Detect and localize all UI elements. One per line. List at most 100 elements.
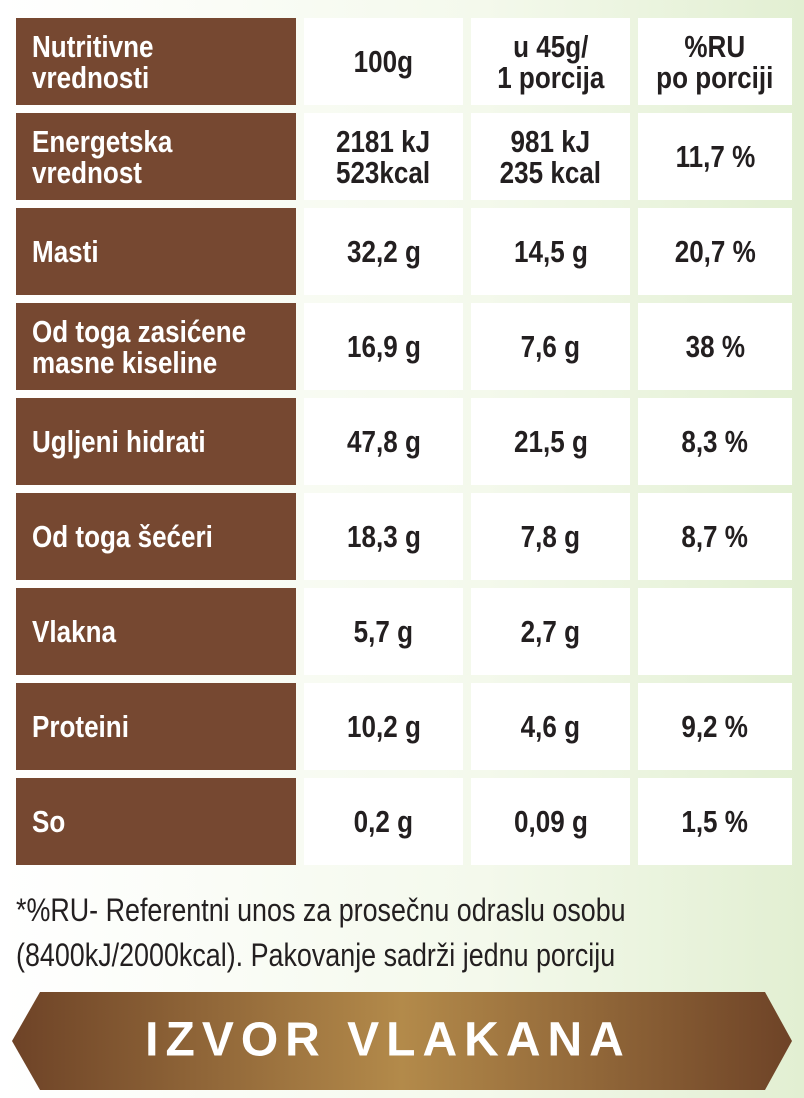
table-cell: 38 % [638,303,792,390]
banner-text: IZVOR VLAKANA [145,1014,631,1067]
cell-line: 1,5 % [681,804,749,839]
cell-line: vrednost [32,154,142,190]
table-cell: 8,3 % [638,398,792,485]
cell-text: 100g [354,46,413,77]
table-cell: Ugljeni hidrati [16,398,296,485]
cell-text: Masti [32,236,99,267]
table-cell: 8,7 % [638,493,792,580]
table-cell: 0,2 g [304,778,463,865]
cell-line: 32,2 g [346,234,421,269]
cell-line: 18,3 g [346,519,421,554]
cell-text: Proteini [32,711,129,742]
table-cell: Vlakna [16,588,296,675]
cell-line: 20,7 % [674,234,756,269]
table-cell: Od toga šećeri [16,493,296,580]
nutrition-table: Nutritivne vrednosti 100g u 45g/1 porcija %R… [16,18,792,865]
cell-text: 1,5 % [682,806,749,837]
cell-text: 11,7 % [675,141,755,172]
cell-text: 38 % [685,331,744,362]
cell-text: 4,6 g [521,711,580,742]
banner: IZVOR VLAKANA [12,992,792,1090]
cell-line: 14,5 g [513,234,588,269]
cell-text: 981 kJ 235 kcal [500,126,601,188]
cell-line: 7,8 g [520,519,581,554]
footnote-line: (8400kJ/2000kcal). Pakovanje sadrži jedn… [16,937,616,973]
table-cell: u 45g/1 porcija [471,18,630,105]
cell-text: 2,7 g [521,616,580,647]
table-cell: 10,2 g [304,683,463,770]
cell-text: So [32,806,65,837]
cell-line: 7,6 g [520,329,581,364]
cell-text: 8,3 % [682,426,749,457]
banner-shape [12,992,792,1090]
cell-line: Ugljeni hidrati [32,424,206,459]
cell-text: 20,7 % [674,236,755,267]
cell-text: Energetska vrednost [32,126,172,188]
cell-line: 47,8 g [346,424,421,459]
cell-line: Vlakna [32,614,116,649]
table-cell: 1,5 % [638,778,792,865]
footnote-line: *%RU- Referentni unos za prosečnu odrasl… [16,892,626,928]
cell-line: 0,2 g [353,804,414,839]
table-cell: 2181 kJ 523kcal [304,113,463,200]
cell-line: 8,3 % [681,424,749,459]
table-cell: 7,8 g [471,493,630,580]
cell-line: po porciji [656,59,774,95]
table-cell: 18,3 g [304,493,463,580]
table-cell: 20,7 % [638,208,792,295]
cell-line: u 45g/ [512,28,589,64]
cell-text: 2181 kJ 523kcal [336,126,430,188]
table-cell: 32,2 g [304,208,463,295]
table-cell: Od toga zasićene masne kiseline [16,303,296,390]
cell-text: Od toga šećeri [32,521,213,552]
cell-line: 38 % [685,329,745,364]
table-cell: 21,5 g [471,398,630,485]
cell-line: 0,09 g [513,804,588,839]
cell-line: 9,2 % [681,709,749,744]
table-cell: 981 kJ 235 kcal [471,113,630,200]
cell-text: 7,6 g [521,331,580,362]
table-cell: %RU po porciji [638,18,792,105]
cell-line: 8,7 % [681,519,749,554]
cell-line: 21,5 g [513,424,588,459]
cell-line: Od toga šećeri [32,519,213,554]
table-cell: Nutritivne vrednosti [16,18,296,105]
table-cell: 0,09 g [471,778,630,865]
cell-line: vrednosti [32,59,150,95]
cell-text: u 45g/1 porcija [497,31,604,93]
cell-line: Energetska [32,123,173,159]
table-cell: 2,7 g [471,588,630,675]
cell-text: Od toga zasićene masne kiseline [32,316,246,378]
cell-line: 523kcal [336,154,431,190]
cell-line: 100g [353,44,414,79]
table-cell: 100g [304,18,463,105]
cell-text: 5,7 g [354,616,413,647]
cell-line: 235 kcal [499,154,602,190]
cell-line: 4,6 g [520,709,581,744]
table-cell: 7,6 g [471,303,630,390]
cell-line: 2181 kJ [336,123,431,159]
table-cell [638,588,792,675]
table-cell: Masti [16,208,296,295]
cell-text: 0,09 g [514,806,588,837]
cell-text: 0,2 g [354,806,413,837]
table-cell: Proteini [16,683,296,770]
cell-line: 10,2 g [346,709,421,744]
cell-line: 16,9 g [346,329,421,364]
cell-text: 9,2 % [682,711,749,742]
cell-line: 1 porcija [496,59,605,95]
cell-text: Ugljeni hidrati [32,426,206,457]
cell-text: 10,2 g [347,711,421,742]
cell-line: masne kiseline [32,344,218,380]
cell-text: 7,8 g [521,521,580,552]
table-cell: 47,8 g [304,398,463,485]
table-cell: 14,5 g [471,208,630,295]
table-cell: Energetska vrednost [16,113,296,200]
cell-text: 47,8 g [347,426,421,457]
table-cell: 16,9 g [304,303,463,390]
footnote: *%RU- Referentni unos za prosečnu odrasl… [16,888,626,978]
table-cell: 9,2 % [638,683,792,770]
cell-text: 18,3 g [347,521,421,552]
cell-text: 16,9 g [347,331,421,362]
